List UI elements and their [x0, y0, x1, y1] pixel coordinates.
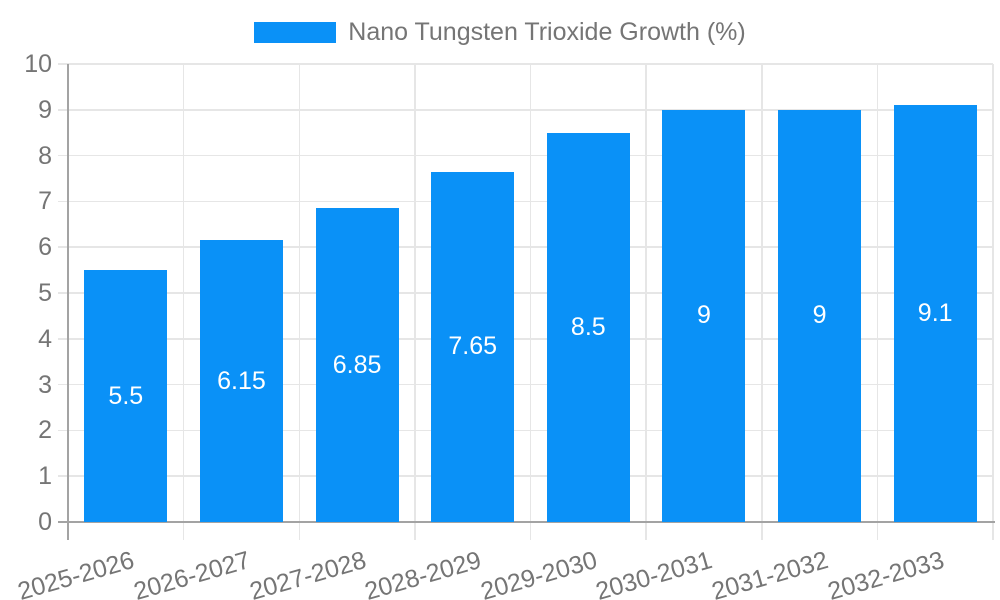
bar: 9: [662, 109, 746, 522]
gridline-horizontal: [58, 475, 993, 477]
gridline-horizontal: [58, 154, 993, 157]
y-axis-tick-label: 4: [38, 324, 52, 353]
bar-value-label: 6.15: [217, 366, 266, 395]
legend-swatch: [254, 22, 337, 43]
y-axis-tick-label: 6: [38, 233, 52, 262]
gridline-vertical: [182, 64, 185, 540]
x-axis-tick-label: 2025-2026: [14, 546, 138, 600]
bar: 9.1: [893, 105, 977, 522]
bar: 6.85: [315, 208, 399, 522]
legend: Nano Tungsten Trioxide Growth (%): [0, 18, 1000, 47]
y-axis-line: [67, 64, 69, 540]
gridline-horizontal: [58, 338, 993, 340]
bar-value-label: 9: [696, 301, 711, 330]
gridline-horizontal: [58, 246, 993, 248]
x-axis-tick-label: 2030-2031: [593, 546, 716, 600]
x-axis-tick-label: 2032-2033: [824, 546, 947, 600]
bar: 8.5: [546, 132, 630, 522]
gridline-vertical: [761, 64, 763, 540]
bar: 7.65: [431, 171, 515, 522]
y-axis-tick-label: 8: [38, 141, 52, 170]
bar: 9: [778, 109, 862, 522]
y-axis-tick-label: 9: [38, 95, 52, 124]
gridline-horizontal: [58, 292, 993, 294]
bar: 6.15: [199, 240, 283, 522]
y-axis-tick-label: 3: [38, 370, 52, 399]
x-axis-tick-label: 2031-2032: [708, 546, 832, 600]
y-axis-tick-label: 5: [38, 279, 52, 307]
y-axis-tick-label: 0: [38, 508, 52, 536]
bar-value-label: 6.85: [332, 350, 382, 379]
y-axis-tick-label: 1: [38, 462, 52, 491]
gridline-vertical: [876, 64, 879, 540]
x-axis-tick-label: 2027-2028: [246, 546, 369, 600]
bar-value-label: 9: [812, 301, 827, 330]
x-axis-tick-label: 2028-2029: [361, 546, 485, 600]
gridline-horizontal: [58, 200, 993, 203]
y-axis-tick-label: 10: [24, 50, 52, 78]
y-axis-tick-label: 2: [38, 416, 52, 445]
bar-value-label: 9.1: [917, 299, 953, 328]
y-axis-tick-label: 7: [38, 187, 52, 216]
legend-label: Nano Tungsten Trioxide Growth (%): [348, 18, 746, 46]
x-axis-tick-label: 2029-2030: [477, 546, 601, 600]
gridline-horizontal: [58, 109, 993, 111]
bar-value-label: 8.5: [570, 312, 606, 341]
gridline-vertical: [298, 64, 300, 540]
gridline-vertical: [992, 64, 994, 540]
gridline-horizontal: [58, 63, 993, 65]
x-axis-line: [58, 521, 995, 523]
gridline-horizontal: [58, 383, 993, 386]
x-axis-tick-label: 2026-2027: [130, 546, 254, 600]
bar-value-label: 5.5: [108, 381, 144, 410]
bar-value-label: 7.65: [448, 332, 498, 361]
bar: 5.5: [84, 270, 168, 522]
gridline-vertical: [529, 64, 532, 540]
gridline-vertical: [645, 64, 647, 540]
gridline-vertical: [414, 64, 416, 540]
gridline-horizontal: [58, 429, 993, 432]
